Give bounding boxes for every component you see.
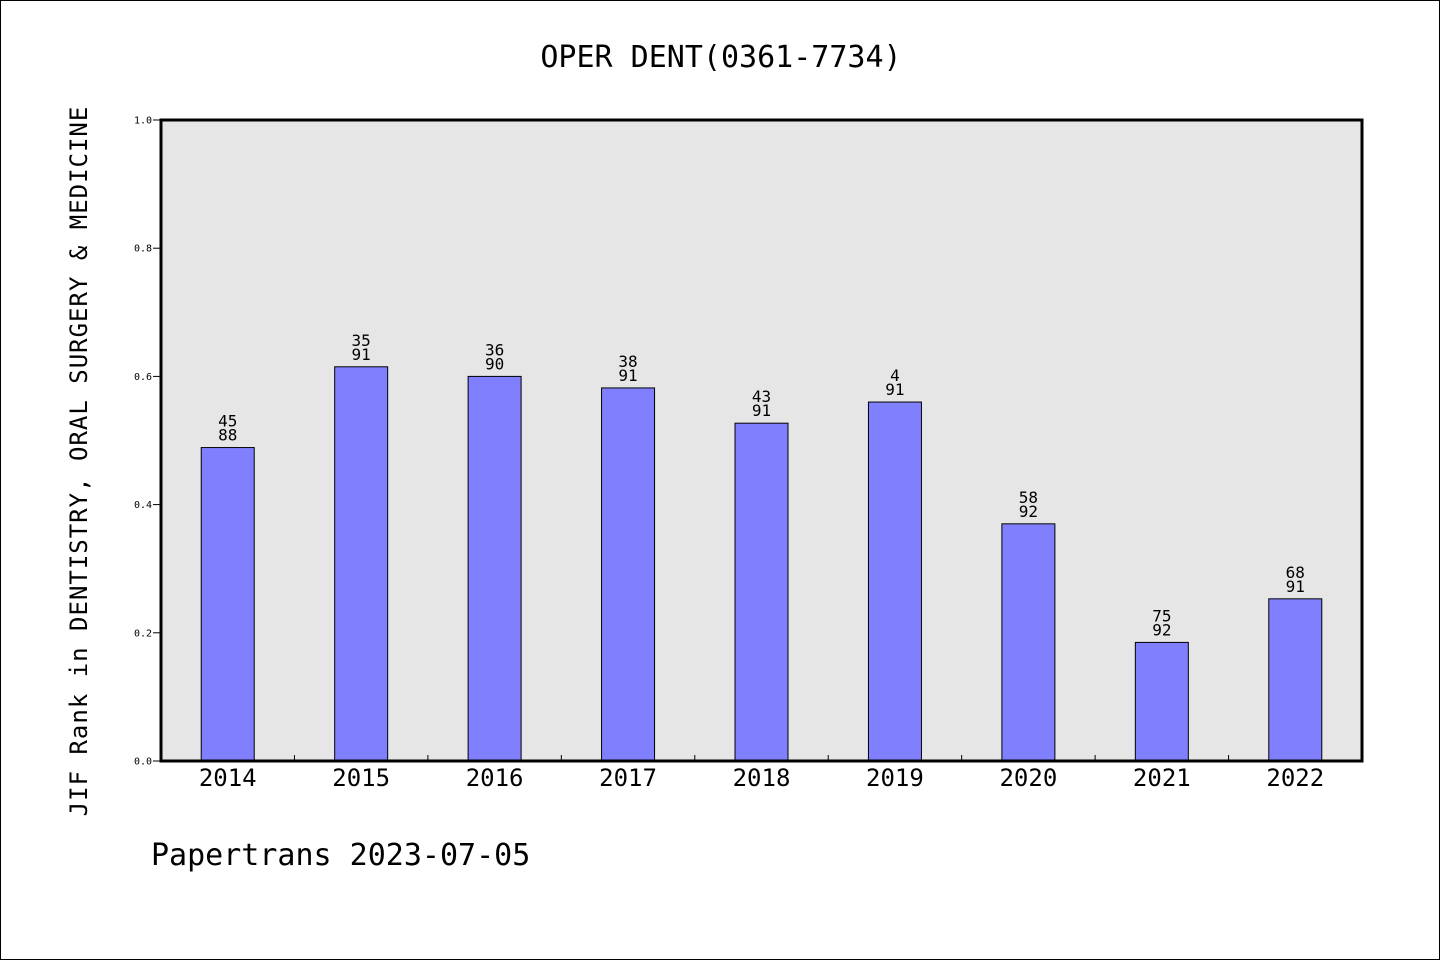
- rank-label-2017: 38: [618, 352, 637, 371]
- x-tick-label-2019: 2019: [866, 764, 924, 792]
- plot-border: [159, 118, 1364, 763]
- x-tick-label-2017: 2017: [599, 764, 657, 792]
- y-axis-label: JIF Rank in DENTISTRY, ORAL SURGERY & ME…: [65, 106, 93, 817]
- x-tick-label-2021: 2021: [1133, 764, 1191, 792]
- x-tick-label-2022: 2022: [1266, 764, 1324, 792]
- total-label-2022: 91: [1286, 577, 1305, 596]
- x-tick-label-2016: 2016: [466, 764, 524, 792]
- bar-2014: [200, 447, 255, 762]
- total-label-2016: 90: [485, 354, 504, 373]
- rank-label-2021: 75: [1152, 606, 1171, 625]
- total-label-2017: 91: [618, 366, 637, 385]
- x-tick-label-2020: 2020: [999, 764, 1057, 792]
- total-label-2018: 91: [752, 401, 771, 420]
- rank-label-2022: 68: [1286, 563, 1305, 582]
- bar-2020: [1001, 523, 1056, 762]
- rank-label-2014: 45: [218, 412, 237, 431]
- bar-2017: [601, 387, 656, 762]
- x-tick-label-2015: 2015: [332, 764, 390, 792]
- bar-2018: [734, 422, 789, 762]
- y-tick-label: 0.6: [134, 372, 152, 383]
- y-tick-label: 0.0: [134, 757, 152, 768]
- x-tick-label-2018: 2018: [733, 764, 791, 792]
- x-tick-label-2014: 2014: [199, 764, 257, 792]
- rank-label-2020: 58: [1019, 488, 1038, 507]
- total-label-2015: 91: [352, 345, 371, 364]
- bar-2015: [334, 366, 389, 762]
- bar-2019: [867, 401, 922, 762]
- y-tick-label: 0.2: [134, 628, 152, 639]
- y-axis: 0.0 0.2 0.4 0.6 0.8 1.0: [134, 116, 161, 768]
- bar-2022: [1268, 598, 1323, 762]
- bar-2016: [467, 375, 522, 762]
- chart-title: OPER DENT(0361-7734): [540, 40, 901, 75]
- bars-group: [200, 366, 1323, 762]
- rank-label-2016: 36: [485, 340, 504, 359]
- total-label-2021: 92: [1152, 620, 1171, 639]
- y-tick-label: 0.4: [134, 500, 152, 511]
- rank-label-2015: 35: [352, 331, 371, 350]
- y-tick-label: 0.8: [134, 244, 152, 255]
- rank-label-2018: 43: [752, 387, 771, 406]
- total-label-2019: 91: [885, 380, 904, 399]
- footer-text: Papertrans 2023-07-05: [151, 838, 530, 873]
- x-axis: 2014 2015 2016 2017 2018 2019 2020 2021 2022: [199, 755, 1324, 792]
- rank-label-2019: 4: [890, 366, 900, 385]
- y-tick-label: 1.0: [134, 116, 152, 127]
- total-label-2020: 92: [1019, 502, 1038, 521]
- bar-2021: [1134, 641, 1189, 762]
- total-label-2014: 88: [218, 426, 237, 445]
